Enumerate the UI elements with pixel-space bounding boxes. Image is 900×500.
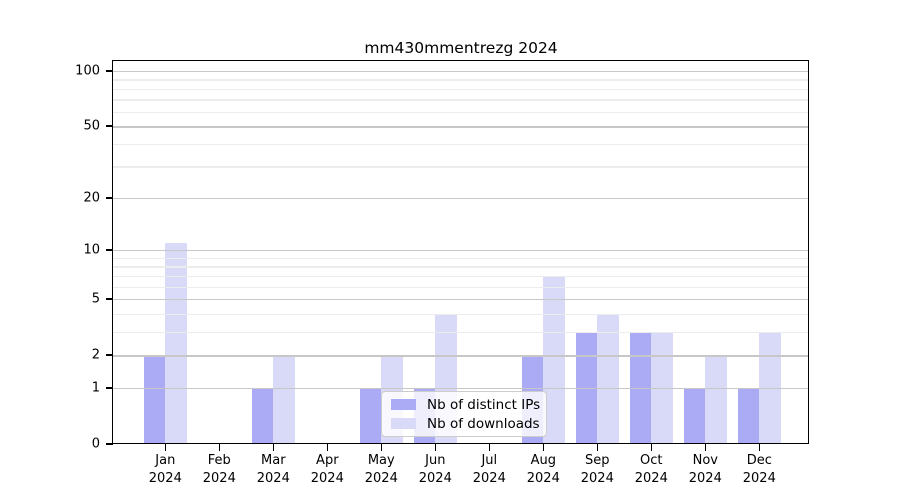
y-tick-10 [105,249,113,251]
x-tick-label-may: May 2024 [364,453,398,486]
x-tick-jan [164,444,167,451]
x-tick-label-apr: Apr 2024 [310,453,344,486]
x-tick-label-nov: Nov 2024 [688,453,722,486]
x-tick-jul [488,444,491,451]
gridline-major-2 [113,355,809,357]
bar-nb-of-downloads-sep [597,313,619,444]
x-tick-aug [542,444,545,451]
gridline-minor-7 [113,275,809,278]
bar-nb-of-downloads-aug [543,275,565,444]
gridline-major-1 [113,387,809,390]
gridline-minor-9 [113,257,809,259]
legend-swatch-downloads [391,418,416,429]
y-tick-100 [105,70,113,72]
x-tick-label-jun: Jun 2024 [418,453,452,486]
x-tick-label-dec: Dec 2024 [742,453,776,486]
x-tick-label-aug: Aug 2024 [526,453,560,486]
bar-nb-of-downloads-mar [273,355,295,444]
gridline-minor-3 [113,331,809,334]
gridline-major-20 [113,197,809,200]
x-tick-feb [218,444,221,451]
x-tick-sep [596,444,599,451]
gridline-minor-40 [113,143,809,145]
gridline-minor-60 [113,111,809,113]
legend-swatch-distinct-ips [391,399,416,410]
bar-nb-of-distinct-ips-may [359,387,382,444]
x-tick-apr [326,444,329,451]
x-tick-label-mar: Mar 2024 [256,453,290,486]
y-tick-5 [105,298,113,300]
x-tick-may [380,444,383,451]
x-tick-label-feb: Feb 2024 [202,453,236,486]
y-tick-2 [105,354,113,356]
gridline-major-5 [113,299,809,301]
x-tick-dec [758,444,761,451]
y-tick-label-10: 10 [83,242,100,258]
x-tick-oct [650,444,653,451]
gridline-minor-6 [113,286,809,288]
x-tick-nov [704,444,707,451]
legend: Nb of distinct IPs Nb of downloads [381,391,547,437]
gridline-major-50 [113,126,809,128]
gridline-minor-8 [113,266,809,268]
bar-nb-of-distinct-ips-mar [251,387,274,444]
bar-nb-of-distinct-ips-nov [683,387,706,444]
y-tick-20 [105,197,113,199]
bar-nb-of-downloads-nov [705,355,727,444]
gridline-major-10 [113,250,809,252]
legend-item-distinct-ips: Nb of distinct IPs [391,396,541,413]
y-tick-1 [105,387,113,389]
bar-nb-of-distinct-ips-jan [143,355,166,444]
gridline-minor-80 [113,88,809,90]
y-tick-label-100: 100 [75,63,100,79]
x-tick-mar [272,444,275,451]
bar-nb-of-distinct-ips-dec [737,387,760,444]
y-tick-label-20: 20 [83,190,100,206]
x-tick-label-sep: Sep 2024 [580,453,614,486]
y-tick-0 [105,443,113,445]
x-tick-label-oct: Oct 2024 [634,453,668,486]
gridline-minor-70 [113,99,809,101]
gridline-minor-90 [113,79,809,81]
x-tick-jun [434,444,437,451]
x-tick-label-jul: Jul 2024 [472,453,506,486]
x-tick-label-jan: Jan 2024 [148,453,182,486]
legend-label-distinct-ips: Nb of distinct IPs [427,396,541,413]
y-tick-50 [105,125,113,127]
y-tick-label-2: 2 [91,347,100,363]
y-tick-label-1: 1 [91,380,100,396]
bar-nb-of-downloads-jan [165,243,187,444]
gridline-minor-4 [113,313,809,315]
y-tick-label-0: 0 [91,436,100,452]
legend-label-downloads: Nb of downloads [427,415,540,432]
gridline-major-100 [113,70,809,73]
y-tick-label-50: 50 [83,118,100,134]
gridline-minor-30 [113,166,809,168]
y-tick-label-5: 5 [91,291,100,307]
chart-title: mm430mmentrezg 2024 [364,39,558,57]
legend-item-downloads: Nb of downloads [391,415,540,432]
